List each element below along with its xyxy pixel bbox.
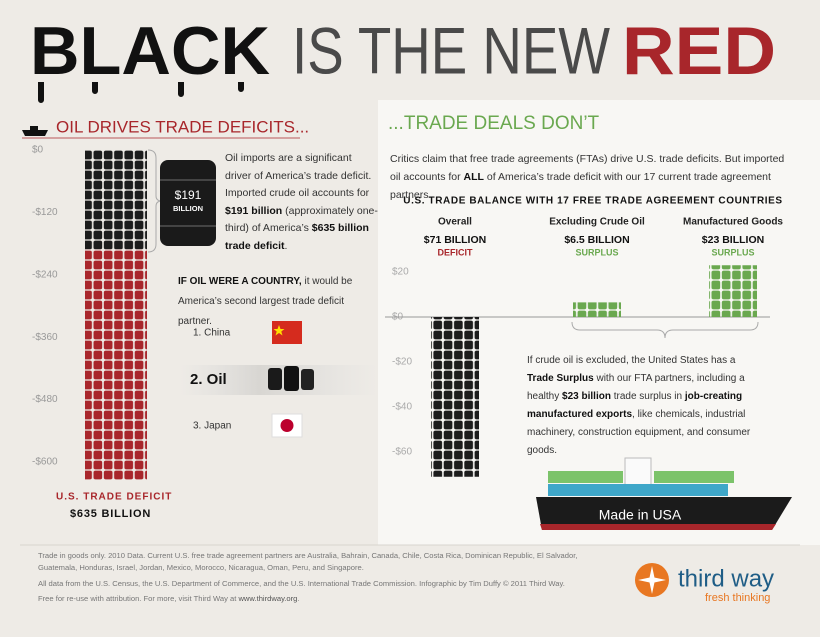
text: Free for re-use with attribution. For mo… xyxy=(38,594,239,603)
right-note: If crude oil is excluded, the United Sta… xyxy=(527,352,755,460)
text: , like chemicals, industrial machinery, … xyxy=(527,409,751,456)
bar-segment xyxy=(85,249,147,481)
status-label: DEFICIT xyxy=(438,247,474,257)
flag-sun xyxy=(280,419,294,432)
text: . xyxy=(284,239,288,252)
rank-1: 1. China xyxy=(193,328,231,339)
tanker-icon xyxy=(22,126,48,136)
barrel-icon xyxy=(301,369,314,390)
y-tick-label: -$20 xyxy=(392,357,412,368)
y-tick-label: -$40 xyxy=(392,402,412,413)
bar-segment xyxy=(85,150,147,250)
right-intro: Critics claim that free trade agreements… xyxy=(390,150,790,204)
category-label: Excluding Crude Oil xyxy=(549,217,645,228)
y-tick-label: -$360 xyxy=(32,332,58,343)
title-middle: IS THE NEW xyxy=(292,13,611,87)
country-note: IF OIL WERE A COUNTRY, it would be Ameri… xyxy=(178,272,378,332)
amount-label: $23 BILLION xyxy=(702,234,764,246)
brace xyxy=(147,149,163,253)
footer-line: All data from the U.S. Census, the U.S. … xyxy=(38,579,565,588)
ship-label: Made in USA xyxy=(599,507,682,523)
rank-2: 2. Oil xyxy=(190,371,227,388)
text: (approximately one-third) of America’s xyxy=(225,204,378,235)
bar xyxy=(573,302,621,317)
text: with our FTA partners, including a healt… xyxy=(527,373,745,402)
ship-stripe xyxy=(540,524,776,530)
amount-label: $71 BILLION xyxy=(424,234,486,246)
text: If crude oil is excluded, the United Sta… xyxy=(527,355,736,366)
chart-title: U.S. TRADE BALANCE WITH 17 FREE TRADE AG… xyxy=(403,196,782,207)
text: Trade Surplus xyxy=(527,373,594,384)
title-red: RED xyxy=(622,13,776,89)
text: ALL xyxy=(463,171,484,183)
footer-link[interactable]: www.thirdway.org xyxy=(238,594,298,603)
barrel xyxy=(160,160,216,246)
y-tick-label: -$60 xyxy=(392,447,412,458)
right-heading: ...TRADE DEALS DON’T xyxy=(388,113,600,134)
title-black: BLACK xyxy=(30,13,270,89)
container-row xyxy=(654,471,734,483)
status-label: SURPLUS xyxy=(575,247,618,257)
rank-3: 3. Japan xyxy=(193,421,231,432)
text: of America’s trade deficit with our 17 c… xyxy=(390,171,771,201)
category-label: Manufactured Goods xyxy=(683,217,783,228)
bar xyxy=(709,265,757,317)
logo-compass xyxy=(638,566,666,594)
text: $635 billion trade deficit xyxy=(225,222,369,252)
footer-line: Trade in goods only. 2010 Data. Current … xyxy=(38,551,578,560)
left-intro: Oil imports are a significant driver of … xyxy=(225,150,380,255)
text: Critics claim that free trade agreements… xyxy=(390,153,785,183)
y-tick-label: $20 xyxy=(392,267,409,278)
category-label: Overall xyxy=(438,217,472,228)
logo-name: third way xyxy=(678,565,774,592)
text: $23 billion xyxy=(562,391,611,402)
total-label: U.S. TRADE DEFICIT xyxy=(56,492,172,503)
y-tick-label: -$240 xyxy=(32,269,58,280)
text: Oil imports are a significant driver of … xyxy=(225,152,372,199)
amount-label: $6.5 BILLION xyxy=(564,234,629,246)
text: IF OIL WERE A COUNTRY, xyxy=(178,276,302,287)
y-tick-label: $0 xyxy=(32,145,44,156)
barrel-icon xyxy=(284,366,299,391)
ship-hull xyxy=(536,497,792,530)
status-label: SURPLUS xyxy=(711,247,754,257)
y-tick-label: -$480 xyxy=(32,394,58,405)
barrel-amount: $191 xyxy=(175,188,202,202)
logo-tagline: fresh thinking xyxy=(705,592,770,604)
text: . xyxy=(297,594,300,603)
y-tick-label: -$120 xyxy=(32,207,58,218)
footer-line: Guatemala, Honduras, Israel, Jordan, Mex… xyxy=(38,563,364,572)
total-amount: $635 BILLION xyxy=(70,508,151,520)
text: job-creating manufactured exports xyxy=(527,391,743,420)
text: trade surplus in xyxy=(610,391,685,402)
containers xyxy=(548,471,734,496)
bar xyxy=(431,317,479,477)
barrel-unit: BILLION xyxy=(173,204,203,213)
flag-star xyxy=(273,325,285,336)
text: it would be America’s second largest tra… xyxy=(178,276,353,327)
barrel-icon xyxy=(268,368,282,390)
container-row xyxy=(548,471,623,483)
brace xyxy=(571,321,759,339)
footer-line: Free for re-use with attribution. For mo… xyxy=(38,594,300,603)
container-row xyxy=(548,484,728,496)
left-heading: OIL DRIVES TRADE DEFICITS... xyxy=(56,117,309,136)
y-tick-label: -$600 xyxy=(32,457,58,468)
text: $191 billion xyxy=(225,204,283,217)
